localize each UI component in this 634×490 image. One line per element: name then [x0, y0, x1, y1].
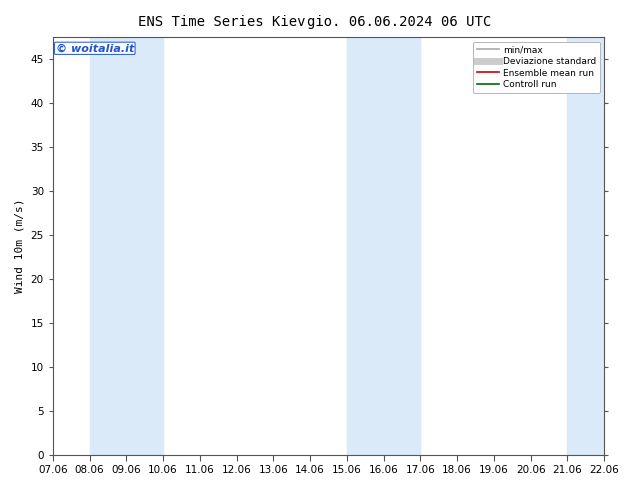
Bar [567, 37, 604, 455]
Text: ENS Time Series Kiev: ENS Time Series Kiev [138, 15, 306, 29]
Legend: min/max, Deviazione standard, Ensemble mean run, Controll run: min/max, Deviazione standard, Ensemble m… [473, 42, 600, 93]
Bar [347, 37, 420, 455]
Bar [89, 37, 163, 455]
Text: © woitalia.it: © woitalia.it [56, 43, 134, 53]
Text: gio. 06.06.2024 06 UTC: gio. 06.06.2024 06 UTC [307, 15, 491, 29]
Y-axis label: Wind 10m (m/s): Wind 10m (m/s) [15, 198, 25, 293]
